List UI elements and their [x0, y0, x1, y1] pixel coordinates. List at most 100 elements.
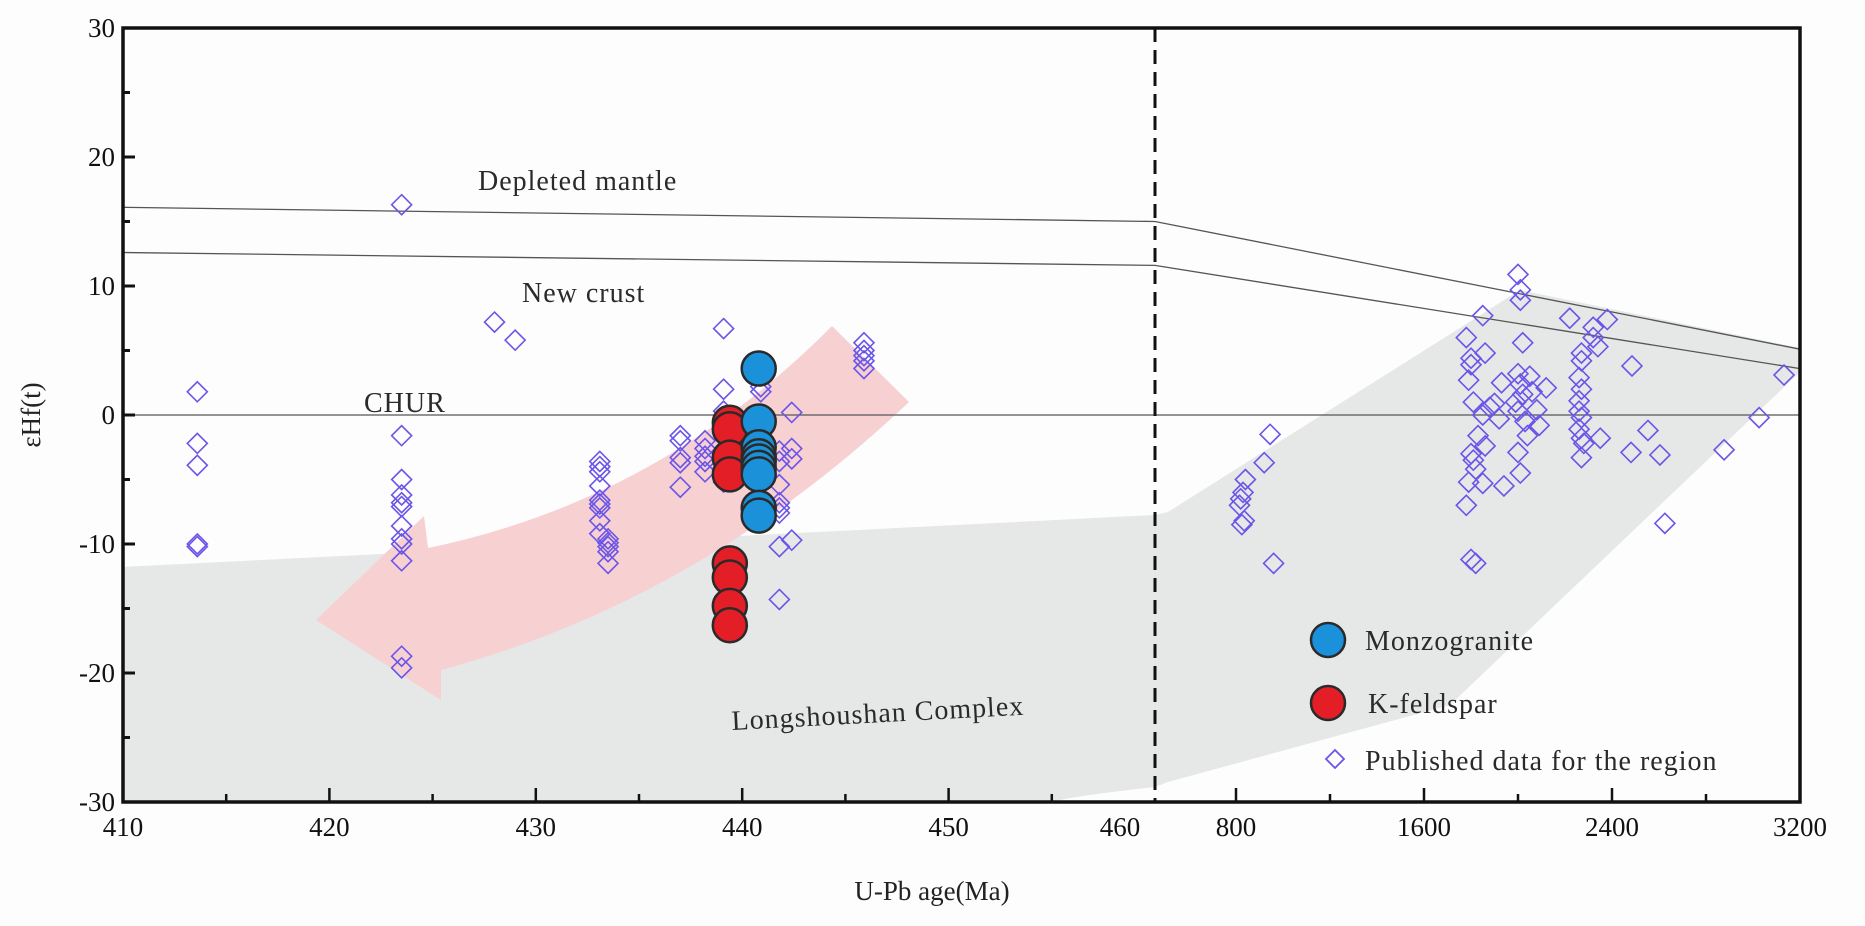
published-data-point [186, 532, 209, 556]
x-tick-label: 410 [103, 812, 144, 842]
published-data-point [390, 424, 413, 447]
published-data-point [1473, 341, 1497, 365]
published-data-point [1558, 307, 1581, 330]
published-data-point [1488, 407, 1511, 431]
published-data-point [588, 509, 611, 532]
published-data-point [1535, 376, 1558, 400]
published-data-point [1596, 308, 1619, 331]
legend-marker-published-diamond [1324, 748, 1346, 770]
published-data-point [1570, 341, 1593, 365]
published-data-point [588, 492, 611, 516]
published-data-point [1231, 481, 1255, 504]
k-feldspar-point [711, 607, 749, 644]
published-data-point [1471, 472, 1494, 495]
x-tick-label: 430 [516, 812, 557, 842]
annotation-new-crust: New crust [522, 278, 645, 309]
x-tick-label: 800 [1216, 812, 1257, 842]
published-data-point [669, 446, 692, 469]
x-tick-label: 460 [1100, 812, 1141, 842]
published-data-point [1233, 509, 1256, 532]
published-data-point [1490, 371, 1513, 394]
published-data-point [1528, 414, 1551, 437]
published-data-point [852, 331, 876, 354]
x-tick-label: 2400 [1585, 812, 1639, 842]
published-data-point [1619, 441, 1643, 464]
published-data-point [390, 645, 413, 668]
published-data-point [1466, 424, 1490, 447]
published-data-point [1457, 470, 1480, 494]
published-data-point [669, 424, 692, 447]
monzogranite-points [740, 350, 777, 534]
x-tick-label: 420 [309, 812, 350, 842]
published-data-point [596, 527, 620, 550]
x-axis: 410 420 430 440 450 460 800 1600 2400 3200 [103, 788, 1827, 842]
x-tick-label: 3200 [1773, 812, 1827, 842]
published-data-point [1567, 399, 1591, 423]
legend-label-monzogranite: Monzogranite [1365, 626, 1534, 657]
published-data-point [1462, 390, 1485, 414]
published-data-point [1648, 443, 1672, 467]
published-data-points [186, 193, 1796, 679]
legend-marker-k-feldspar [1309, 684, 1347, 722]
longshoushan-complex-field-right [1155, 290, 1800, 787]
legend-label-k-feldspar: K-feldspar [1368, 689, 1498, 720]
legend-label-published: Published data for the region [1365, 746, 1717, 777]
published-data-point [390, 483, 413, 507]
published-data-point [1572, 432, 1595, 455]
published-data-point [1230, 513, 1254, 536]
reference-line-new-crust [122, 251, 1801, 370]
published-data-point [596, 540, 620, 563]
y-tick-label: 0 [102, 400, 116, 430]
legend-marker-monzogranite [1309, 621, 1347, 659]
published-data-point [1459, 353, 1483, 376]
published-data-point [1258, 423, 1282, 446]
published-data-point [390, 468, 413, 491]
published-data-point [852, 344, 876, 367]
published-data-point [1509, 461, 1532, 485]
published-data-point [1506, 263, 1530, 286]
published-data-point [588, 460, 611, 483]
published-data-point [1506, 399, 1530, 423]
published-data-point [693, 437, 717, 460]
published-data-point [186, 432, 209, 455]
published-data-point [1504, 390, 1527, 414]
published-data-point [1509, 372, 1532, 396]
published-data-point [390, 491, 413, 514]
y-tick-label: -30 [79, 787, 115, 817]
published-data-point [780, 401, 803, 424]
published-data-point [483, 310, 506, 334]
published-data-point [1516, 424, 1539, 447]
published-data-point [1772, 363, 1796, 387]
published-data-point [1492, 474, 1516, 498]
published-data-point [749, 380, 772, 403]
annotation-depleted-mantle: Depleted mantle [478, 166, 677, 197]
monzogranite-point [740, 350, 777, 387]
k-feldspar-points [711, 404, 749, 644]
monzogranite-point [740, 456, 777, 493]
y-tick-label: 30 [88, 13, 115, 43]
published-data-point [596, 535, 620, 558]
published-data-point [669, 429, 692, 452]
published-data-point [1455, 326, 1478, 349]
published-data-point [1509, 289, 1532, 312]
published-data-point [780, 528, 803, 552]
published-data-point [1229, 487, 1252, 510]
published-data-point [1570, 378, 1593, 401]
published-data-point [852, 339, 876, 362]
published-data-point [1457, 369, 1480, 392]
published-data-point [1747, 406, 1771, 429]
published-data-point [1525, 398, 1548, 421]
published-data-point [1506, 441, 1530, 464]
published-data-point [693, 460, 717, 483]
published-data-point [669, 451, 692, 474]
published-data-point [588, 496, 611, 520]
y-axis-title: εHf(t) [16, 382, 46, 447]
published-data-point [1582, 316, 1605, 339]
published-data-point [390, 514, 413, 538]
published-data-point [1462, 449, 1485, 472]
published-data-point [186, 380, 209, 403]
published-data-point [780, 447, 803, 470]
published-data-point [1712, 438, 1736, 461]
y-axis: 30 20 10 0 -10 -20 -30 [79, 13, 135, 817]
